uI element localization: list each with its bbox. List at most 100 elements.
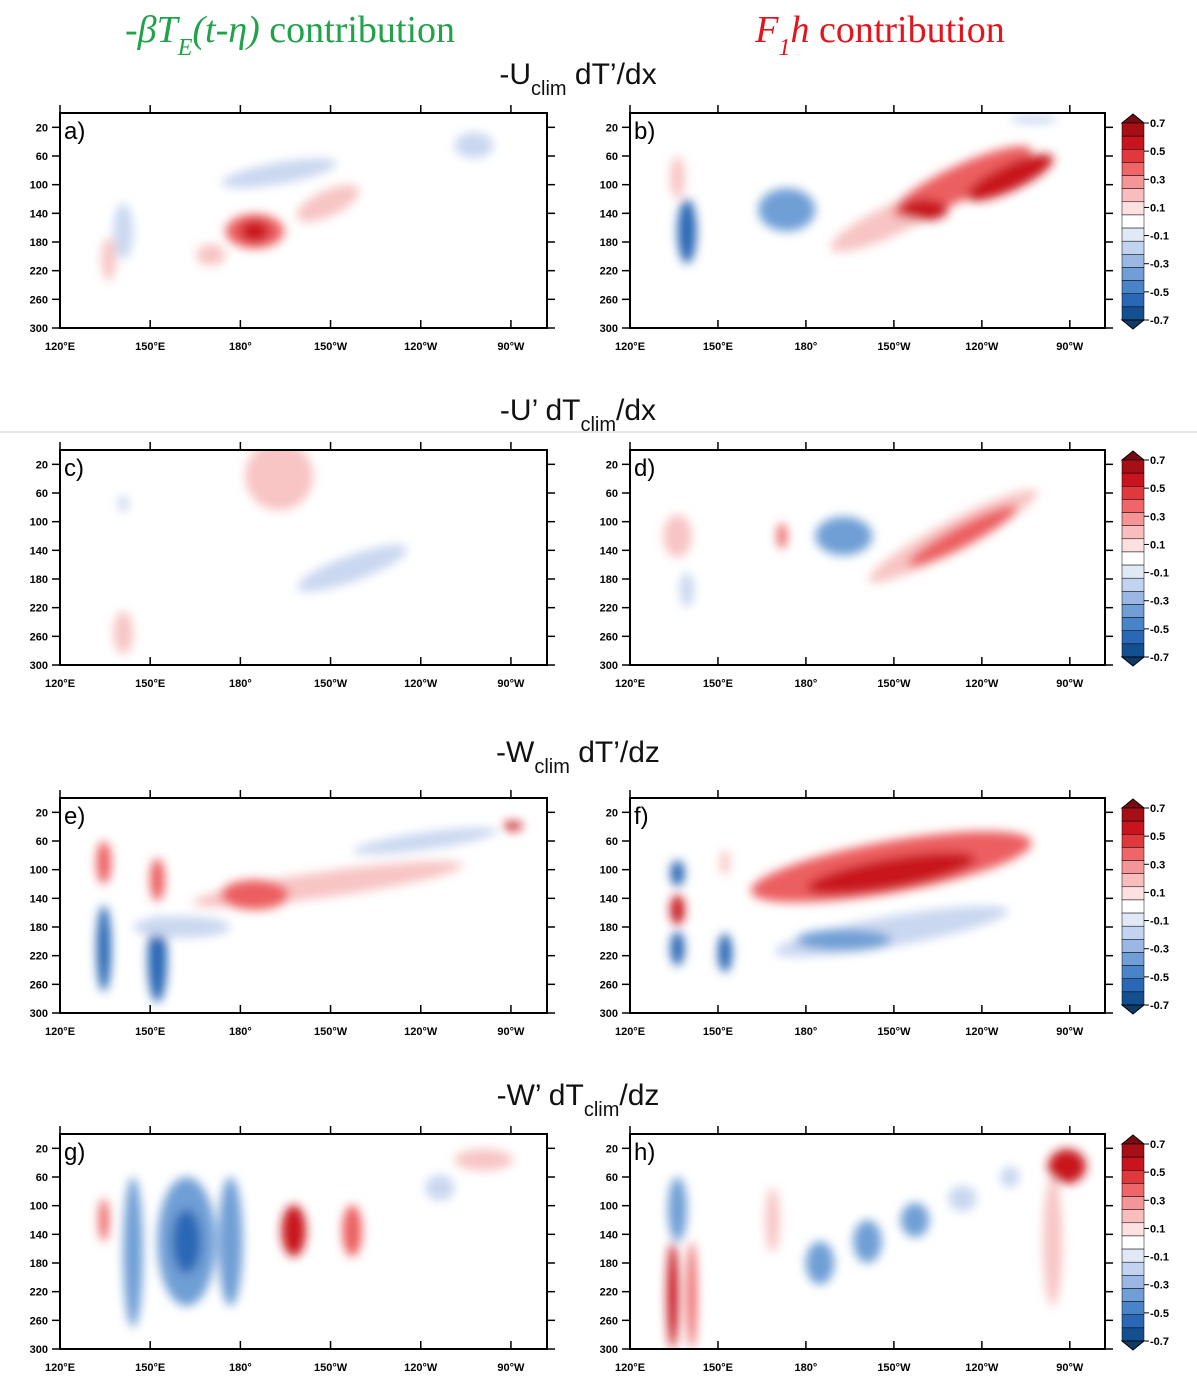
y-tick-label: 100 — [600, 865, 618, 877]
colorbar-box — [1121, 1222, 1145, 1237]
contour-blob — [133, 916, 231, 938]
y-tick-label: 140 — [600, 545, 618, 557]
y-tick-label: 300 — [600, 660, 618, 672]
contour-blob — [948, 1185, 977, 1212]
colorbar-extend — [1120, 1340, 1146, 1351]
x-tick-label: 150°W — [877, 341, 911, 353]
colorbar-label: 0.1 — [1150, 887, 1165, 899]
colorbar-label: 0.5 — [1150, 831, 1165, 843]
colorbar-label: -0.5 — [1150, 1308, 1169, 1320]
colorbar-box — [1121, 1143, 1145, 1158]
y-tick-label: 60 — [606, 488, 618, 500]
x-tick-label: 150°W — [314, 341, 348, 353]
contour-blob — [296, 184, 360, 222]
contour-blob — [687, 1241, 697, 1349]
x-tick-label: 90°W — [497, 678, 525, 690]
y-tick-label: 140 — [30, 1229, 48, 1241]
y-tick-label: 20 — [36, 459, 48, 471]
contour-blob — [172, 1209, 202, 1274]
colorbar-box — [1121, 860, 1145, 874]
x-tick-label: 120°W — [404, 678, 438, 690]
colorbar: 0.7 0.5 0.3 0.1 -0.1 -0.3 -0.5 -0.7 — [1120, 1134, 1169, 1351]
panel-label: h) — [634, 1139, 655, 1166]
title-part: contribution — [260, 9, 455, 51]
contour-blob — [1043, 1177, 1063, 1306]
y-tick-label: 140 — [600, 893, 618, 905]
colorbar-label: -0.3 — [1150, 944, 1169, 956]
x-tick-label: 150°W — [314, 1026, 348, 1038]
contour-blob — [670, 931, 685, 966]
y-tick-label: 60 — [36, 151, 48, 163]
colorbar-box — [1121, 1248, 1145, 1263]
contour-blob — [503, 821, 523, 831]
contour-blob — [815, 516, 873, 556]
x-tick-label: 150°W — [314, 678, 348, 690]
contour-blob — [118, 495, 129, 513]
colorbar-box — [1121, 1183, 1145, 1197]
x-tick-label: 120°E — [615, 1026, 645, 1038]
colorbar-box — [1121, 1209, 1145, 1224]
y-tick-label: 300 — [600, 1008, 618, 1020]
panel: g) 120°E 150°E 180° 150°W 120°W 90°W 20 60 100 140… — [30, 1126, 555, 1374]
colorbar-box — [1121, 591, 1145, 605]
contour-blob — [670, 894, 685, 925]
contour-blob — [245, 450, 314, 511]
contour-blob — [218, 1177, 243, 1306]
colorbar-label: 0.5 — [1150, 146, 1165, 158]
row-title: -W’ dTclim/dz — [497, 1079, 660, 1121]
x-tick-label: 150°W — [877, 678, 911, 690]
axes-frame — [629, 797, 1106, 1014]
y-tick-label: 220 — [600, 266, 618, 278]
colorbar-box — [1121, 459, 1145, 474]
x-tick-label: 150°W — [877, 1026, 911, 1038]
y-tick-label: 180 — [600, 237, 618, 249]
colorbar-box — [1121, 254, 1145, 268]
contour-blob — [352, 827, 498, 855]
title-part: /dz — [619, 1079, 659, 1112]
contour-blob — [805, 1241, 835, 1285]
colorbar-label: -0.1 — [1150, 1252, 1169, 1264]
colorbar-label: -0.1 — [1150, 568, 1169, 580]
colorbar: 0.7 0.5 0.3 0.1 -0.1 -0.3 -0.5 -0.7 — [1120, 798, 1169, 1015]
colorbar-extend — [1120, 1134, 1146, 1145]
contour-blob — [454, 1149, 513, 1171]
contour-blob — [907, 505, 1018, 567]
colorbar-label: -0.7 — [1150, 1000, 1169, 1012]
y-tick-label: 20 — [606, 807, 618, 819]
x-tick-label: 150°E — [135, 1026, 165, 1038]
colorbar-box — [1121, 617, 1145, 631]
title-part: dT’/dz — [570, 736, 660, 769]
contour-blob — [717, 933, 733, 973]
colorbar-label: -0.1 — [1150, 231, 1169, 243]
contour-blob — [1010, 115, 1058, 124]
colorbar-label: -0.3 — [1150, 259, 1169, 271]
colorbar-box — [1121, 807, 1145, 822]
contour-blob — [123, 1177, 143, 1328]
x-tick-label: 150°E — [135, 678, 165, 690]
panel-label: f) — [634, 803, 649, 830]
y-tick-label: 220 — [30, 1287, 48, 1299]
y-tick-label: 300 — [30, 660, 48, 672]
colorbar-box — [1121, 939, 1145, 953]
y-tick-label: 180 — [30, 922, 48, 934]
y-tick-label: 220 — [600, 1287, 618, 1299]
x-tick-label: 120°W — [404, 1026, 438, 1038]
y-tick-label: 140 — [30, 893, 48, 905]
panel-label: c) — [64, 455, 84, 482]
contour-blob — [342, 1204, 362, 1257]
colorbar-box — [1121, 201, 1145, 216]
colorbar-label: 0.1 — [1150, 539, 1165, 551]
contour-blob — [281, 1204, 306, 1257]
colorbar-box — [1121, 486, 1145, 500]
colorbar-box — [1121, 925, 1145, 940]
y-tick-label: 100 — [600, 180, 618, 192]
contour-blob — [98, 1198, 109, 1242]
colorbar-label: 0.3 — [1150, 174, 1165, 186]
y-tick-label: 60 — [606, 836, 618, 848]
y-tick-label: 300 — [600, 323, 618, 335]
y-tick-label: 220 — [30, 266, 48, 278]
y-tick-label: 60 — [36, 488, 48, 500]
colorbar: 0.7 0.5 0.3 0.1 -0.1 -0.3 -0.5 -0.7 — [1120, 450, 1169, 667]
contour-blob — [1000, 1166, 1020, 1188]
y-tick-label: 60 — [606, 151, 618, 163]
